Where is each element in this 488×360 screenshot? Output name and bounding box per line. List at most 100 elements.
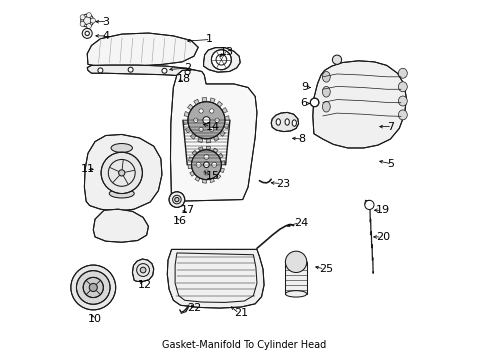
Circle shape (211, 162, 216, 167)
Polygon shape (220, 168, 224, 173)
Circle shape (140, 267, 145, 273)
Polygon shape (206, 146, 210, 150)
Polygon shape (187, 165, 191, 169)
Circle shape (209, 109, 213, 113)
Text: 24: 24 (294, 218, 308, 228)
Ellipse shape (398, 68, 407, 78)
Text: 13: 13 (219, 47, 233, 57)
Polygon shape (132, 259, 153, 282)
Text: 3: 3 (102, 17, 109, 27)
Ellipse shape (107, 172, 136, 182)
Circle shape (332, 55, 341, 64)
Circle shape (187, 102, 224, 139)
Circle shape (199, 109, 203, 113)
Circle shape (101, 152, 142, 194)
Text: 25: 25 (319, 264, 333, 274)
Text: Gasket-Manifold To Cylinder Head: Gasket-Manifold To Cylinder Head (162, 340, 326, 350)
Text: 21: 21 (233, 309, 247, 319)
Circle shape (83, 277, 103, 298)
Text: 12: 12 (138, 280, 152, 290)
Polygon shape (203, 48, 240, 72)
Text: 18: 18 (177, 73, 191, 84)
Polygon shape (84, 134, 162, 211)
Circle shape (310, 98, 318, 107)
Ellipse shape (285, 291, 306, 297)
Polygon shape (193, 99, 199, 105)
Ellipse shape (398, 110, 407, 120)
Ellipse shape (322, 86, 329, 97)
Text: 6: 6 (300, 99, 307, 108)
Polygon shape (87, 65, 196, 76)
Circle shape (203, 170, 208, 175)
Ellipse shape (109, 189, 134, 198)
Polygon shape (167, 249, 264, 308)
Circle shape (85, 31, 89, 36)
Polygon shape (206, 138, 210, 143)
Circle shape (193, 118, 198, 122)
Ellipse shape (108, 156, 135, 166)
Circle shape (128, 67, 133, 72)
Polygon shape (271, 112, 298, 132)
Ellipse shape (285, 258, 306, 265)
Circle shape (98, 68, 102, 73)
Text: 4: 4 (102, 31, 109, 41)
Polygon shape (224, 116, 229, 120)
Circle shape (169, 192, 184, 207)
Circle shape (80, 15, 85, 20)
Polygon shape (198, 147, 203, 151)
Text: 14: 14 (205, 122, 219, 132)
Polygon shape (218, 153, 223, 158)
Polygon shape (189, 171, 194, 176)
Polygon shape (185, 127, 191, 133)
Polygon shape (221, 161, 224, 165)
Circle shape (81, 14, 93, 27)
Polygon shape (192, 150, 197, 156)
Polygon shape (219, 130, 225, 136)
Polygon shape (222, 108, 227, 113)
Polygon shape (223, 124, 228, 129)
Circle shape (76, 271, 110, 304)
Circle shape (82, 28, 92, 39)
Text: 17: 17 (180, 205, 194, 215)
Polygon shape (183, 112, 189, 117)
Text: 16: 16 (172, 216, 186, 226)
Circle shape (86, 23, 91, 28)
Polygon shape (188, 157, 193, 161)
Polygon shape (216, 101, 222, 107)
Circle shape (80, 22, 85, 26)
Circle shape (203, 154, 208, 159)
Circle shape (364, 200, 373, 210)
Polygon shape (87, 33, 198, 66)
Text: 8: 8 (297, 134, 305, 144)
FancyBboxPatch shape (285, 262, 306, 294)
Ellipse shape (111, 144, 132, 152)
Text: 9: 9 (301, 82, 308, 93)
Ellipse shape (292, 120, 296, 126)
Polygon shape (202, 98, 206, 102)
Text: 23: 23 (276, 179, 290, 189)
Text: 19: 19 (375, 205, 389, 215)
Text: 10: 10 (88, 314, 102, 324)
Ellipse shape (398, 96, 407, 106)
Text: 20: 20 (375, 232, 389, 242)
Text: 7: 7 (386, 122, 393, 132)
Polygon shape (212, 148, 218, 153)
Polygon shape (93, 209, 148, 242)
Polygon shape (215, 174, 221, 179)
Polygon shape (187, 104, 193, 110)
Polygon shape (202, 179, 206, 183)
Text: 2: 2 (183, 63, 191, 73)
Circle shape (184, 70, 190, 75)
Circle shape (209, 127, 213, 132)
Circle shape (119, 170, 124, 176)
Polygon shape (170, 196, 180, 206)
Circle shape (162, 68, 166, 73)
Circle shape (196, 162, 201, 167)
Polygon shape (195, 176, 200, 181)
Text: 5: 5 (386, 159, 393, 169)
Polygon shape (210, 98, 215, 103)
Circle shape (203, 162, 209, 167)
Text: 1: 1 (205, 35, 212, 44)
Ellipse shape (322, 72, 329, 82)
Ellipse shape (276, 119, 280, 125)
